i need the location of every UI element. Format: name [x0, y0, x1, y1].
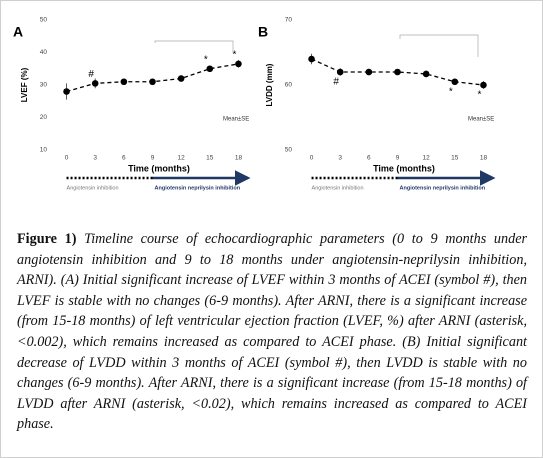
y-tick-label: 60	[285, 82, 293, 89]
annotation: *	[449, 86, 453, 97]
data-point	[480, 81, 487, 89]
bracket	[399, 34, 479, 57]
bracket	[154, 40, 234, 53]
x-tick-label: 6	[367, 155, 371, 162]
annotation: #	[333, 77, 339, 88]
x-tick-label: 0	[65, 155, 69, 162]
phase-label: Angiotensin inhibition	[67, 185, 119, 191]
phase-label: Angiotensin inhibition	[312, 185, 364, 191]
data-point	[177, 75, 185, 82]
x-tick-label: 12	[178, 155, 186, 162]
y-tick-label: 50	[40, 17, 48, 24]
data-point	[336, 68, 344, 76]
phase-label: Angiotensin neprilysin inhibition	[400, 185, 486, 191]
x-axis-title: Time (months)	[373, 163, 435, 173]
data-point	[308, 55, 315, 63]
data-point	[394, 68, 401, 76]
annotation: #	[88, 69, 94, 80]
x-tick-label: 6	[122, 155, 126, 162]
phase-label: Angiotensin neprilysin inhibition	[155, 185, 241, 191]
y-axis-title: LVDD (mm)	[265, 63, 274, 106]
x-tick-label: 15	[451, 155, 459, 162]
y-tick-label: 50	[285, 147, 293, 154]
data-point	[120, 78, 128, 86]
caption: Figure 1) Timeline course of echocardiog…	[17, 229, 527, 435]
y-tick-label: 40	[40, 49, 48, 56]
annotation: *	[477, 90, 481, 101]
data-point	[451, 78, 459, 86]
panel-label: A	[13, 24, 23, 40]
x-tick-label: 3	[338, 155, 342, 162]
y-tick-label: 20	[40, 114, 48, 121]
x-tick-label: 9	[151, 155, 155, 162]
x-tick-label: 3	[93, 155, 97, 162]
x-tick-label: 0	[310, 155, 314, 162]
y-axis-title: LVEF (%)	[20, 67, 29, 102]
caption-text: Timeline course of echocardiographic par…	[17, 231, 528, 433]
data-point	[365, 68, 373, 76]
note: Mean±SE	[223, 117, 249, 123]
data-point	[63, 88, 70, 95]
annotation: *	[204, 54, 208, 65]
annotation: *	[232, 50, 236, 61]
data-point	[422, 70, 430, 78]
y-tick-label: 70	[285, 17, 293, 24]
caption-label: Figure 1)	[17, 231, 77, 247]
x-tick-label: 12	[423, 155, 431, 162]
x-tick-label: 15	[206, 155, 214, 162]
y-tick-label: 10	[40, 147, 48, 154]
x-tick-label: 9	[396, 155, 400, 162]
note: Mean±SE	[468, 117, 494, 123]
x-tick-label: 18	[235, 155, 243, 162]
y-tick-label: 30	[40, 82, 48, 89]
panel-label: B	[258, 24, 268, 40]
data-point	[91, 80, 99, 87]
data-point	[235, 60, 242, 68]
data-point	[149, 78, 156, 86]
x-tick-label: 18	[480, 155, 488, 162]
x-axis-title: Time (months)	[128, 163, 190, 173]
data-point	[206, 65, 214, 73]
